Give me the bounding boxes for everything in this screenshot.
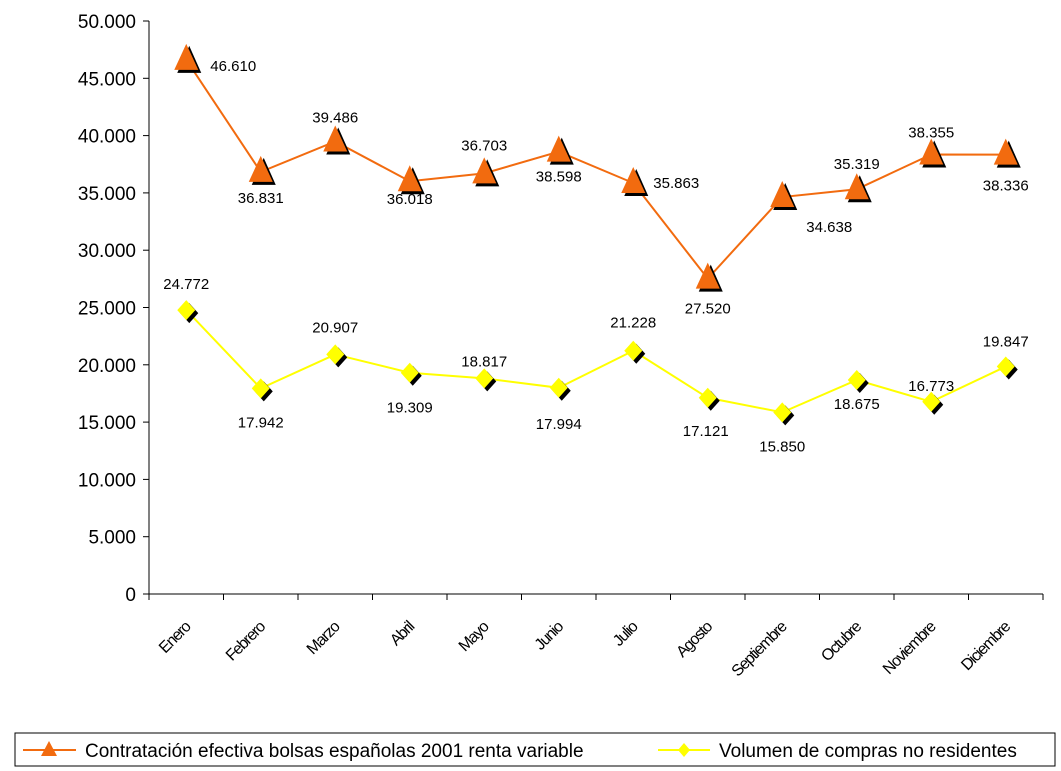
data-label: 38.598 [536,169,582,186]
legend-item-volumen: Volumen de compras no residentes [658,741,1017,762]
diamond-marker [400,362,419,383]
x-tick-label: Diciembre [958,618,1014,674]
data-label: 27.520 [685,301,731,318]
data-label: 36.703 [461,137,507,154]
data-label: 46.610 [210,58,256,75]
y-tick-label: 0 [125,585,136,606]
triangle-marker [844,173,869,200]
triangle-marker [919,138,944,165]
data-label: 17.121 [683,423,729,440]
diamond-marker [251,378,270,399]
x-tick-label: Enero [156,618,195,657]
y-tick-label: 45.000 [78,69,136,90]
legend: Contratación efectiva bolsas españolas 2… [14,732,1056,767]
legend-item-contratacion: Contratación efectiva bolsas españolas 2… [23,741,584,762]
x-tick-label: Julio [610,618,642,650]
series-layer [174,43,1021,426]
y-tick-label: 5.000 [88,528,136,549]
diamond-marker [847,369,866,390]
series-contratacion [174,43,1021,292]
series-volumen-compras [177,300,1018,426]
x-tick-label: Agosto [673,618,716,661]
triangle-marker [993,138,1018,165]
triangle-marker [248,155,273,182]
data-label: 19.309 [387,400,433,417]
data-label: 17.994 [536,416,582,433]
legend-label: Volumen de compras no residentes [719,741,1017,762]
data-label: 24.772 [163,276,209,293]
triangle-marker [546,135,571,162]
x-tick-label: Abril [387,618,418,649]
data-label: 39.486 [312,109,358,126]
chart-axes [148,21,1043,595]
y-tick-label: 40.000 [78,127,136,148]
legend-triangle-icon [41,741,57,756]
diamond-marker [624,340,643,361]
x-tick-label: Septiembre [729,618,791,680]
diamond-marker [996,356,1015,377]
data-label: 16.773 [908,378,954,395]
legend-box [14,732,1056,767]
x-tick-label: Mayo [456,618,493,655]
y-tick-label: 50.000 [78,12,136,33]
data-label: 19.847 [983,334,1029,351]
x-tick-label: Octubre [818,618,865,665]
diamond-marker [922,391,941,412]
diamond-marker [549,377,568,398]
triangle-marker [397,165,422,192]
x-tick-label: Noviembre [880,618,940,678]
data-label: 21.228 [610,315,656,332]
diamond-marker [773,402,792,423]
triangle-marker [472,157,497,184]
diamond-marker [698,387,717,408]
triangle-marker [621,167,646,194]
data-label: 18.675 [834,396,880,413]
y-tick-label: 25.000 [78,299,136,320]
data-label: 35.863 [653,175,699,192]
data-label: 36.831 [238,190,284,207]
data-label: 20.907 [312,319,358,336]
data-label: 38.336 [983,178,1029,195]
x-tick-label: Febrero [223,618,270,665]
triangle-marker [323,125,348,152]
series-line [185,59,1006,281]
y-tick-label: 30.000 [78,241,136,262]
data-label: 15.850 [759,438,805,455]
y-tick-label: 10.000 [78,470,136,491]
legend-label: Contratación efectiva bolsas españolas 2… [85,741,584,762]
triangle-marker [770,181,795,208]
data-label: 17.942 [238,414,284,431]
y-tick-label: 20.000 [78,356,136,377]
diamond-marker [326,344,345,365]
series-line [185,309,1007,414]
diamond-marker [475,368,494,389]
data-label: 38.355 [908,124,954,141]
x-axis-ticks: Enero Febrero Marzo Abril Mayo Junio Julio Agos… [148,594,1044,680]
triangle-marker [695,262,720,289]
triangle-marker [174,43,199,70]
legend-diamond-icon [678,743,690,757]
data-label: 34.638 [806,219,852,236]
diamond-marker [177,300,196,321]
data-label: 18.817 [461,353,507,370]
data-label: 36.018 [387,191,433,208]
data-label: 35.319 [834,156,880,173]
y-tick-label: 35.000 [78,184,136,205]
x-tick-label: Junio [532,618,568,654]
y-tick-label: 15.000 [78,413,136,434]
data-labels-layer: 46.610 36.831 39.486 36.018 36.703 38.598 35.8… [163,58,1028,456]
y-axis-ticks: 0 5.000 10.000 15.000 20.000 25.000 30.000 35.0… [78,12,149,606]
x-tick-label: Marzo [304,618,344,658]
